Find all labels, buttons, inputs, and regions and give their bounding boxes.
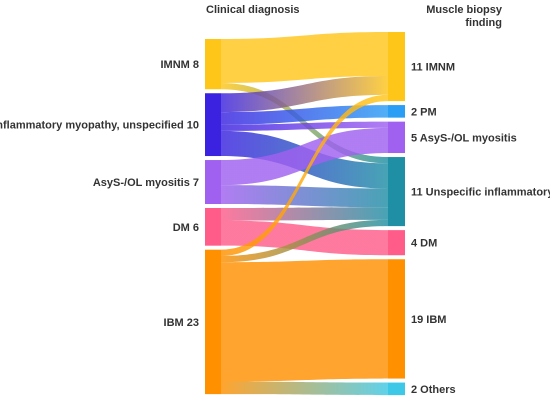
- labels-layer: IMNM 8 Inflammatory myopathy, unspecified…: [0, 59, 550, 396]
- muscle-biopsy-header-line2: finding: [465, 17, 502, 29]
- target-node-dm: [388, 230, 405, 256]
- flow-im-to-imnm: [221, 75, 388, 113]
- flow-ibm-to-ibm: [221, 259, 388, 382]
- flow-dm-to-unspec: [221, 207, 388, 221]
- target-label-dm: 4 DM: [411, 238, 437, 250]
- source-label-ibm: IBM 23: [164, 317, 199, 329]
- flow-imnm-to-imnm: [221, 32, 388, 83]
- target-node-ibm: [388, 259, 405, 379]
- source-node-imnm: [205, 39, 221, 90]
- flow-asys-to-asys: [221, 127, 388, 186]
- nodes-layer: [205, 32, 405, 396]
- flow-ibm-to-imnm: [221, 94, 388, 256]
- target-label-unspec: 11 Unspecific inflammatory: [411, 187, 550, 199]
- target-node-asys: [388, 121, 405, 154]
- target-label-asys: 5 AsyS-/OL myositis: [411, 132, 517, 144]
- source-label-asys: AsyS-/OL myositis 7: [93, 177, 199, 189]
- source-label-im: Inflammatory myopathy, unspecified 10: [0, 120, 199, 132]
- muscle-biopsy-header-line1: Muscle biopsy: [426, 4, 502, 16]
- flows-layer: [221, 32, 388, 396]
- muscle-biopsy-header: Muscle biopsy finding: [380, 4, 502, 30]
- flow-ibm-to-unspec: [221, 219, 388, 263]
- target-node-unspec: [388, 157, 405, 227]
- flow-asys-to-unspec: [221, 185, 388, 208]
- flow-im-to-asys: [221, 121, 388, 131]
- source-node-ibm: [205, 249, 221, 395]
- target-label-others: 2 Others: [411, 384, 456, 396]
- source-node-dm: [205, 208, 221, 246]
- source-label-dm: DM 6: [173, 222, 199, 234]
- target-label-ibm: 19 IBM: [411, 314, 446, 326]
- target-node-imnm: [388, 32, 405, 102]
- flow-im-to-pm: [221, 105, 388, 125]
- target-label-imnm: 11 IMNM: [411, 62, 455, 74]
- target-node-pm: [388, 105, 405, 118]
- clinical-diagnosis-header: Clinical diagnosis: [206, 4, 300, 16]
- target-node-others: [388, 382, 405, 396]
- target-label-pm: 2 PM: [411, 106, 437, 118]
- source-node-im: [205, 93, 221, 157]
- source-node-asys: [205, 160, 221, 204]
- flow-ibm-to-others: [221, 381, 388, 396]
- source-label-imnm: IMNM 8: [161, 59, 200, 71]
